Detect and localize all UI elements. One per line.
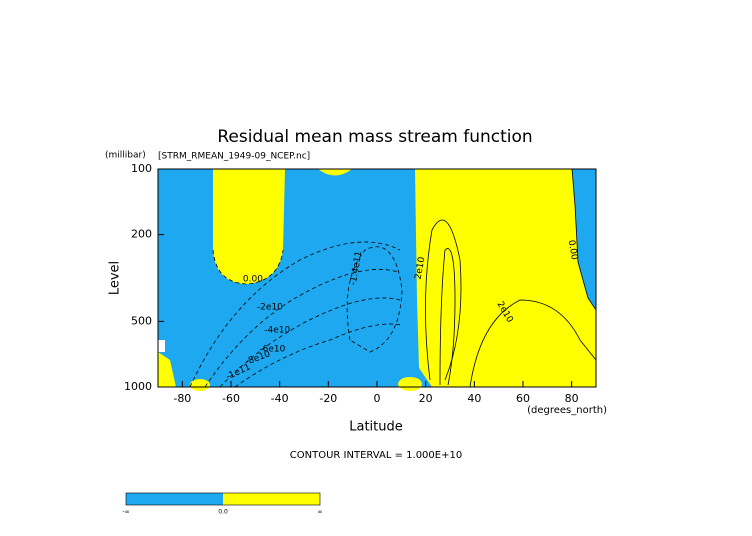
x-tick-label: -80 bbox=[173, 392, 191, 405]
colorbar: -∞ 0.0 ∞ bbox=[122, 492, 323, 516]
positive-region bbox=[158, 352, 176, 387]
contour-label: -4e10 bbox=[264, 326, 290, 336]
x-tick-label: -20 bbox=[319, 392, 337, 405]
x-tick-label: 0 bbox=[374, 392, 381, 405]
y-tick-label: 100 bbox=[131, 162, 152, 175]
positive-region bbox=[213, 169, 285, 284]
x-tick-label: -40 bbox=[271, 392, 289, 405]
contour-label: -2e10 bbox=[257, 303, 283, 313]
contour-line bbox=[189, 241, 401, 388]
y-axis-label: Level bbox=[108, 261, 123, 295]
contour-interval: CONTOUR INTERVAL = 1.000E+10 bbox=[290, 450, 462, 461]
colorbar-label: 0.0 bbox=[218, 509, 228, 516]
chart-title: Residual mean mass stream function bbox=[217, 127, 532, 147]
contour-line bbox=[571, 168, 597, 311]
contour-line bbox=[425, 219, 462, 381]
colorbar-label: ∞ bbox=[318, 509, 323, 516]
positive-region bbox=[398, 377, 422, 391]
colorbar-swatch bbox=[223, 493, 320, 505]
positive-region bbox=[415, 169, 596, 387]
contour-lines bbox=[189, 168, 597, 388]
y-tick-label: 200 bbox=[131, 228, 152, 241]
x-tick-label: 40 bbox=[467, 392, 481, 405]
positive-region bbox=[318, 169, 352, 176]
contour-line bbox=[469, 299, 597, 388]
colorbar-swatch bbox=[126, 493, 223, 505]
contour-line bbox=[212, 249, 284, 285]
x-units: (degrees_north) bbox=[527, 405, 607, 416]
contour-label: 0.00 bbox=[566, 239, 579, 261]
x-tick-label: 60 bbox=[516, 392, 530, 405]
contour-line bbox=[204, 269, 399, 388]
x-tick-label: 80 bbox=[565, 392, 579, 405]
contour-fills bbox=[158, 169, 596, 391]
x-tick-label: -60 bbox=[222, 392, 240, 405]
colorbar-label: -∞ bbox=[122, 509, 129, 516]
subtitle: [STRM_RMEAN_1949-09_NCEP.nc] bbox=[158, 152, 310, 162]
x-tick-label: 20 bbox=[419, 392, 433, 405]
y-units: (millibar) bbox=[105, 151, 146, 161]
missing-region bbox=[158, 340, 165, 352]
contour-line bbox=[439, 248, 456, 386]
contour-line bbox=[219, 297, 401, 388]
contour-line bbox=[346, 246, 403, 353]
contour-label: 2e10 bbox=[414, 256, 428, 280]
x-axis-label: Latitude bbox=[349, 420, 403, 435]
contour-label: -6e10 bbox=[259, 345, 285, 355]
contour-line bbox=[234, 323, 403, 388]
contour-label: 0.00 bbox=[243, 275, 263, 285]
colorbar-frame bbox=[125, 492, 321, 506]
y-tick-label: 1000 bbox=[124, 380, 152, 393]
y-tick-label: 500 bbox=[131, 314, 152, 327]
positive-region bbox=[190, 379, 210, 391]
